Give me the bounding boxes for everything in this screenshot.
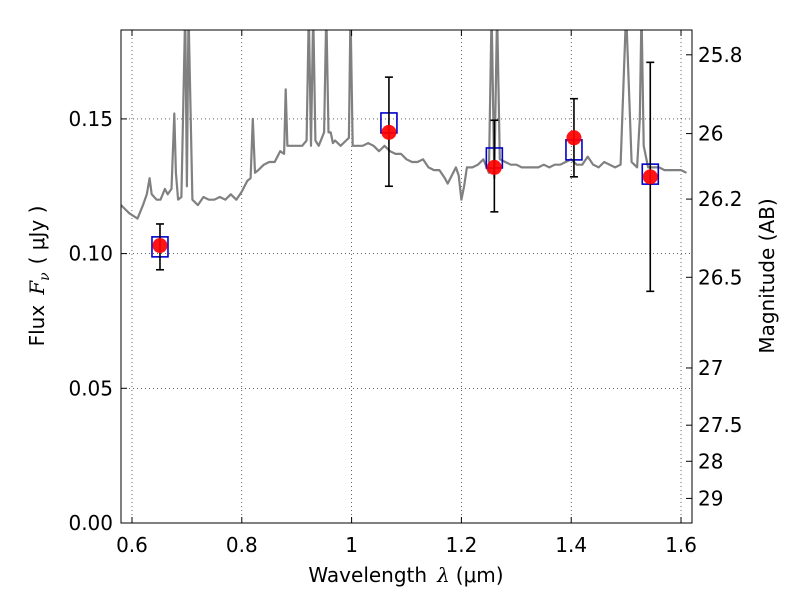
y2-tick-label: 26	[698, 122, 723, 146]
y-axis-flux-subscript: ν	[37, 272, 53, 281]
x-axis-lambda-symbol: λ	[436, 563, 450, 587]
y2-tick-label: 26.5	[698, 265, 743, 289]
y-axis-flux-symbol: F	[25, 280, 49, 296]
x-axis-title-text: Wavelength	[308, 563, 427, 587]
y2-tick-label: 29	[698, 486, 723, 510]
data-layer	[121, 30, 687, 293]
y2-tick-label: 27.5	[698, 413, 743, 437]
x-tick-label: 1.2	[445, 533, 477, 557]
y2-tick-label: 28	[698, 449, 723, 473]
y-tick-label: 0.00	[68, 511, 113, 535]
plot-frame	[120, 29, 693, 524]
x-tick-label: 1.6	[665, 533, 697, 557]
x-axis-title: Wavelength λ (μm)	[308, 563, 503, 587]
y-tick-label: 0.10	[68, 242, 113, 266]
y-axis-title: Flux Fν ( μJy )	[25, 206, 53, 347]
y-axis-title-text: Flux	[25, 305, 49, 347]
y2-axis-title: Magnitude (AB)	[755, 198, 779, 353]
x-tick-label: 0.8	[226, 533, 258, 557]
y2-tick-label: 25.8	[698, 43, 743, 67]
y2-tick-label: 27	[698, 356, 723, 380]
observed-photometry-point	[152, 238, 168, 254]
x-tick-label: 1.4	[555, 533, 587, 557]
y2-tick-label: 26.2	[698, 187, 743, 211]
y-tick-label: 0.05	[68, 376, 113, 400]
observed-photometry-point	[642, 169, 658, 185]
observed-photometry-point	[381, 124, 397, 140]
x-tick-label: 0.6	[116, 533, 148, 557]
x-tick-label: 1	[345, 533, 358, 557]
axis-ticks	[121, 30, 692, 524]
y-axis-units: ( μJy )	[25, 206, 49, 265]
plot-area	[121, 30, 692, 523]
y-tick-label: 0.15	[68, 107, 113, 131]
spectrum-line	[121, 30, 687, 220]
x-axis-units: (μm)	[456, 563, 504, 587]
observed-photometry-point	[566, 130, 582, 146]
observed-photometry-point	[486, 159, 502, 175]
